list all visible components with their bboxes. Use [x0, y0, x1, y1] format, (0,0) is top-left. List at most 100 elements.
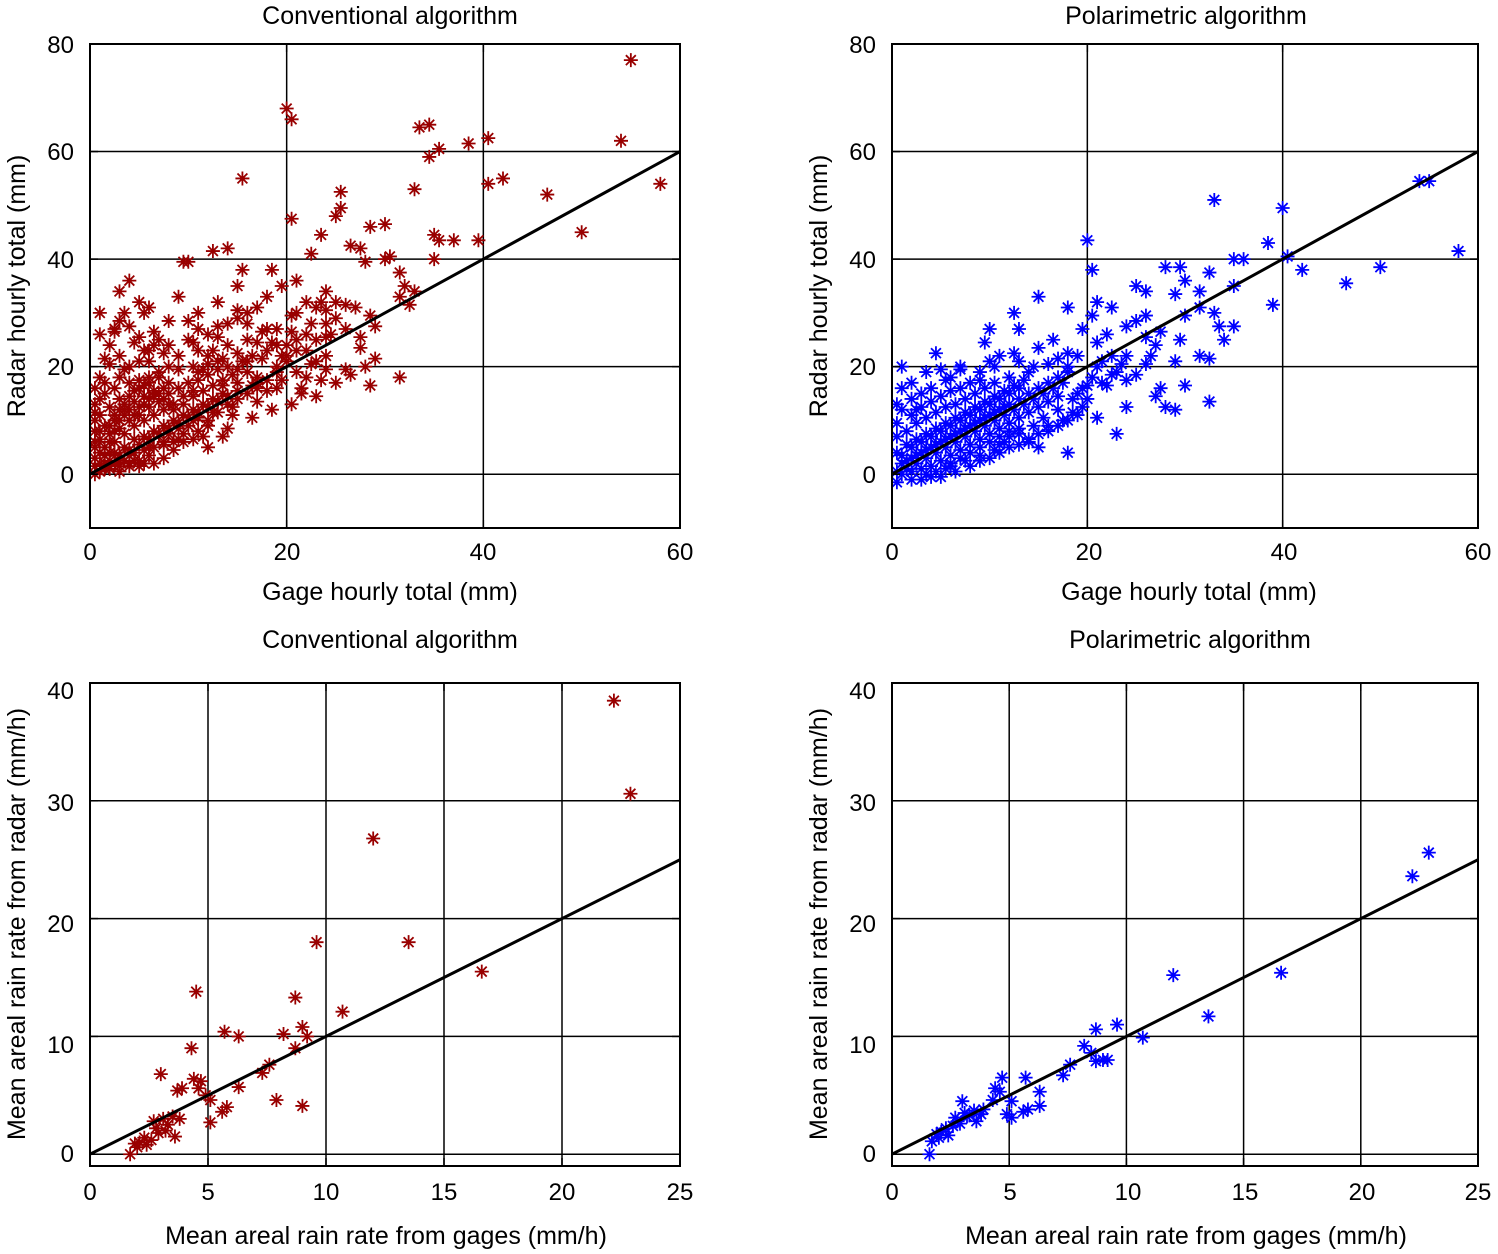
data-point [97, 448, 112, 463]
data-point [338, 362, 353, 377]
data-point [132, 330, 147, 345]
x-tick-label: 40 [470, 539, 497, 566]
data-point [924, 440, 939, 455]
data-point [1094, 375, 1109, 390]
data-point [181, 254, 196, 269]
data-point [422, 149, 437, 164]
data-point [90, 459, 102, 474]
data-point [260, 322, 274, 337]
data-point [142, 354, 156, 369]
data-point [401, 935, 416, 950]
data-point [314, 295, 329, 310]
data-point [1016, 373, 1031, 388]
data-point [977, 410, 992, 425]
data-point [235, 171, 250, 186]
data-point [985, 1093, 1000, 1108]
x-tick-label: 5 [201, 1179, 214, 1206]
data-point [899, 437, 914, 452]
x-axis-label: Gage hourly total (mm) [1061, 578, 1317, 606]
data-point [938, 416, 953, 431]
data-point [1109, 426, 1124, 441]
data-point [294, 386, 309, 401]
data-point [186, 413, 201, 428]
data-point [210, 319, 225, 334]
data-point [240, 386, 255, 401]
data-point [300, 1029, 315, 1044]
data-point [997, 434, 1012, 449]
data-point [1295, 262, 1310, 277]
data-point [161, 359, 176, 374]
data-point [220, 359, 235, 374]
data-point [623, 786, 638, 801]
data-point [1143, 348, 1158, 363]
data-point [165, 1109, 180, 1124]
data-point [299, 343, 314, 358]
data-point [97, 386, 112, 401]
data-point [1192, 300, 1207, 315]
data-point [1201, 1009, 1216, 1024]
data-point [904, 464, 919, 479]
data-point [156, 381, 171, 396]
data-point [1202, 351, 1217, 366]
data-point [958, 391, 973, 406]
data-point [1075, 400, 1090, 414]
data-point [914, 434, 929, 449]
data-point [142, 300, 156, 315]
data-point [309, 389, 324, 404]
one-to-one-line [892, 858, 1478, 1156]
data-point [172, 1111, 187, 1126]
data-point [107, 456, 122, 471]
data-point [982, 397, 997, 412]
data-point [230, 362, 245, 377]
data-point [132, 437, 147, 452]
plot-frame [89, 43, 681, 529]
data-point [972, 432, 987, 447]
data-point [122, 413, 137, 428]
data-point [1173, 332, 1188, 347]
data-point [117, 408, 132, 423]
data-point [924, 1134, 939, 1149]
data-series [892, 174, 1466, 490]
data-point [269, 338, 284, 353]
data-point [1129, 279, 1144, 293]
data-point [156, 346, 171, 361]
data-point [151, 365, 166, 380]
data-point [151, 386, 166, 401]
data-point [117, 453, 132, 468]
data-point [112, 421, 127, 436]
data-point [186, 1071, 201, 1086]
data-point [1119, 400, 1134, 414]
data-point [201, 400, 215, 414]
data-point [191, 373, 206, 388]
data-point [201, 367, 215, 382]
data-point [161, 313, 176, 328]
data-point [97, 351, 112, 366]
data-point [1080, 391, 1095, 406]
data-point [151, 1126, 166, 1141]
data-point [1451, 244, 1466, 259]
data-point [952, 1116, 967, 1131]
plot-area [89, 682, 681, 1167]
data-point [1421, 845, 1436, 860]
data-point [1158, 400, 1173, 414]
data-point [402, 297, 417, 312]
data-point [1274, 965, 1289, 980]
data-point [260, 289, 274, 304]
data-point [1090, 359, 1105, 374]
data-point [909, 402, 924, 417]
data-point [112, 413, 127, 428]
data-point [90, 381, 102, 396]
data-point [892, 429, 904, 444]
data-point [933, 424, 948, 439]
data-point [653, 176, 668, 191]
data-point [919, 467, 934, 482]
data-point [196, 362, 211, 377]
data-point [977, 394, 992, 409]
data-point [1031, 289, 1046, 304]
data-point [909, 416, 924, 431]
data-point [368, 351, 383, 366]
data-point [904, 440, 919, 455]
data-point [987, 375, 1002, 390]
data-point [92, 464, 107, 479]
data-point [255, 351, 270, 366]
